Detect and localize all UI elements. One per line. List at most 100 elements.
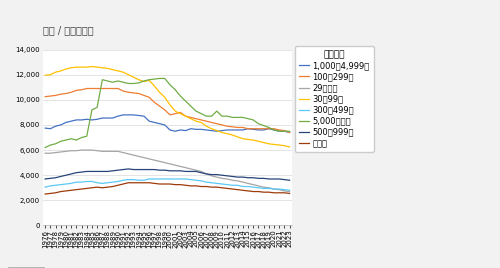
その他 [68, 189, 74, 192]
5,000人以上 [230, 116, 235, 119]
500～999人 [58, 175, 64, 178]
その他 [282, 191, 288, 194]
Line: 1,000～4,999人: 1,000～4,999人 [45, 115, 290, 132]
その他 [89, 186, 95, 189]
Text: 合計 / 労働組合数: 合計 / 労働組合数 [42, 25, 93, 35]
5,000人以上 [286, 130, 292, 133]
1,000～4,999人 [286, 131, 292, 134]
Line: 30～99人: 30～99人 [45, 66, 290, 147]
500～999人 [74, 171, 80, 174]
30～99人 [167, 103, 173, 106]
100～299人 [141, 94, 147, 97]
5,000人以上 [224, 114, 230, 118]
100～299人 [286, 131, 292, 134]
300～499人 [214, 182, 220, 185]
500～999人 [42, 177, 48, 181]
その他 [234, 188, 240, 191]
100～299人 [178, 111, 184, 114]
5,000人以上 [115, 79, 121, 83]
300～499人 [234, 184, 240, 187]
100～299人 [204, 120, 210, 123]
29人以下 [286, 190, 292, 193]
30～99人 [74, 66, 80, 69]
その他 [146, 181, 152, 184]
29人以下 [219, 177, 225, 180]
29人以下 [130, 154, 136, 157]
その他 [130, 181, 136, 184]
29人以下 [214, 176, 220, 179]
30～99人 [130, 76, 136, 79]
100～299人 [78, 88, 84, 91]
その他 [193, 184, 199, 188]
500～999人 [256, 177, 262, 180]
100～299人 [260, 127, 266, 130]
300～499人 [286, 189, 292, 192]
30～99人 [68, 66, 74, 69]
1,000～4,999人 [110, 116, 116, 120]
500～999人 [110, 169, 116, 172]
29人以下 [146, 157, 152, 161]
1,000～4,999人 [162, 123, 168, 126]
500～999人 [250, 176, 256, 179]
29人以下 [234, 179, 240, 183]
その他 [42, 192, 48, 196]
その他 [74, 188, 80, 191]
29人以下 [282, 189, 288, 192]
300～499人 [78, 181, 84, 184]
500～999人 [230, 175, 235, 178]
30～99人 [208, 127, 214, 130]
30～99人 [188, 117, 194, 120]
5,000人以上 [193, 110, 199, 113]
100～299人 [276, 128, 282, 132]
29人以下 [208, 174, 214, 177]
5,000人以上 [52, 142, 59, 146]
1,000～4,999人 [58, 123, 64, 126]
300～499人 [152, 177, 158, 181]
300～499人 [126, 178, 132, 181]
1,000～4,999人 [188, 127, 194, 130]
1,000～4,999人 [48, 127, 54, 130]
5,000人以上 [208, 114, 214, 118]
1,000～4,999人 [245, 127, 251, 130]
300～499人 [94, 181, 100, 184]
1,000～4,999人 [234, 128, 240, 132]
その他 [230, 187, 235, 191]
5,000人以上 [234, 116, 240, 119]
その他 [110, 185, 116, 188]
その他 [156, 183, 162, 186]
300～499人 [58, 183, 64, 186]
100～299人 [266, 127, 272, 130]
100～299人 [156, 105, 162, 108]
1,000～4,999人 [240, 128, 246, 132]
1,000～4,999人 [152, 121, 158, 124]
300～499人 [172, 177, 178, 181]
30～99人 [84, 66, 89, 69]
100～299人 [126, 91, 132, 94]
29人以下 [136, 155, 142, 158]
30～99人 [100, 66, 105, 69]
29人以下 [250, 183, 256, 186]
30～99人 [214, 129, 220, 132]
100～299人 [256, 127, 262, 130]
500～999人 [219, 174, 225, 177]
29人以下 [68, 149, 74, 152]
5,000人以上 [167, 83, 173, 86]
5,000人以上 [240, 116, 246, 119]
30～99人 [256, 140, 262, 143]
300～499人 [188, 178, 194, 181]
300～499人 [100, 182, 105, 185]
300～499人 [282, 188, 288, 191]
1,000～4,999人 [250, 128, 256, 131]
1,000～4,999人 [42, 126, 48, 130]
Line: 100～299人: 100～299人 [45, 88, 290, 132]
29人以下 [152, 158, 158, 162]
300～499人 [198, 179, 204, 183]
30～99人 [120, 70, 126, 74]
5,000人以上 [204, 114, 210, 118]
30～99人 [115, 69, 121, 73]
30～99人 [126, 73, 132, 76]
1,000～4,999人 [126, 113, 132, 117]
5,000人以上 [198, 112, 204, 115]
500～999人 [156, 169, 162, 172]
100～299人 [115, 87, 121, 90]
